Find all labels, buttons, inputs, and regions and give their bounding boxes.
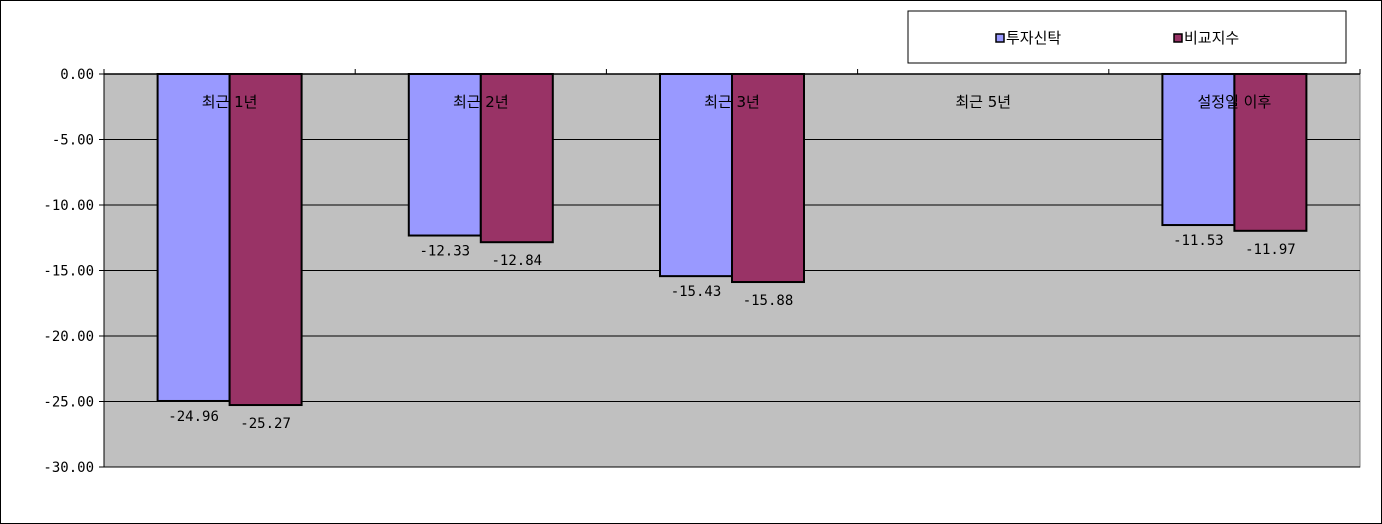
data-label: -15.88 xyxy=(743,293,794,309)
y-tick-label: -25.00 xyxy=(43,395,94,411)
y-tick-label: -5.00 xyxy=(52,133,94,149)
legend-box xyxy=(907,10,1347,64)
bar xyxy=(156,73,231,402)
bar xyxy=(659,73,733,278)
data-label: -11.97 xyxy=(1245,242,1296,258)
bar xyxy=(479,73,554,244)
data-label: -15.43 xyxy=(671,284,722,300)
y-tick-label: -20.00 xyxy=(43,329,94,345)
category-label: 최근 3년 xyxy=(704,93,760,111)
category-label: 최근 1년 xyxy=(202,93,258,111)
y-tick-label: -10.00 xyxy=(43,198,94,214)
category-label: 설정일 이후 xyxy=(1198,93,1272,111)
data-label: -12.33 xyxy=(420,244,471,260)
category-label: 최근 2년 xyxy=(453,93,509,111)
data-label: -25.27 xyxy=(240,416,291,432)
bar xyxy=(228,73,303,407)
bar xyxy=(407,73,482,237)
data-label: -24.96 xyxy=(168,409,219,425)
legend-swatch xyxy=(1173,33,1183,43)
bar xyxy=(731,73,805,284)
y-tick-label: -15.00 xyxy=(43,264,94,280)
y-tick-label: 0.00 xyxy=(60,67,94,83)
data-label: -11.53 xyxy=(1173,233,1224,249)
category-label: 최근 5년 xyxy=(955,93,1011,111)
legend-entry: 투자신탁 xyxy=(1006,29,1061,47)
y-tick-label: -30.00 xyxy=(43,460,94,476)
legend: 투자신탁 비교지수 xyxy=(907,10,1347,64)
legend-swatch xyxy=(995,33,1005,43)
data-label: -12.84 xyxy=(492,253,543,269)
bar xyxy=(1233,73,1308,232)
legend-entry: 비교지수 xyxy=(1184,29,1239,47)
